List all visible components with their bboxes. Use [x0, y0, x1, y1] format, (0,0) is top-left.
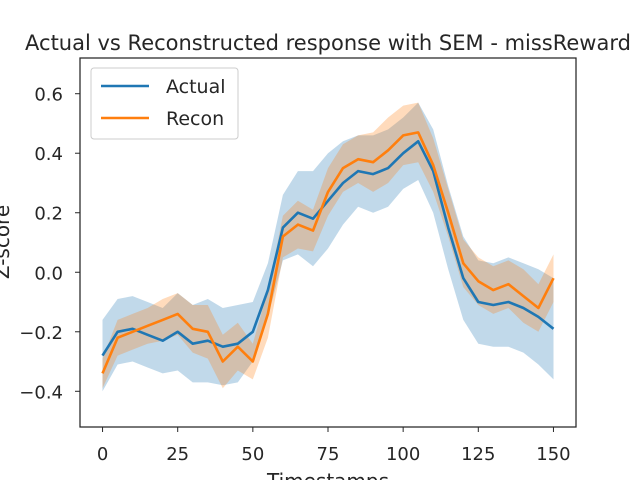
y-tick-label: 0.6	[34, 85, 63, 106]
x-tick-label: 150	[536, 444, 570, 465]
chart-title: Actual vs Reconstructed response with SE…	[25, 31, 631, 55]
y-tick-label: −0.4	[19, 382, 63, 403]
x-axis-label: Timestamps	[266, 469, 389, 480]
sem-band-recon	[102, 102, 554, 389]
y-axis-label: Z-score	[0, 205, 14, 279]
series-line-recon	[101, 131, 555, 374]
series-lines	[101, 131, 555, 374]
y-axis-ticks: −0.4 −0.2 0.0 0.2 0.4 0.6	[19, 85, 80, 403]
x-tick-label: 125	[461, 444, 495, 465]
x-tick-label: 50	[241, 444, 264, 465]
x-tick-label: 0	[97, 444, 108, 465]
legend-label-recon: Recon	[166, 108, 224, 130]
legend-label-actual: Actual	[166, 76, 226, 98]
y-tick-label: 0.4	[34, 144, 63, 165]
x-tick-label: 75	[317, 444, 340, 465]
sem-band-actual	[102, 102, 554, 392]
series-line-actual	[101, 140, 555, 357]
y-tick-label: 0.0	[34, 263, 63, 284]
y-tick-label: −0.2	[19, 323, 63, 344]
x-axis-ticks: 0 25 50 75 100 125 150	[97, 427, 571, 465]
y-tick-label: 0.2	[34, 204, 63, 225]
x-tick-label: 25	[166, 444, 189, 465]
legend: Actual Recon	[90, 67, 239, 140]
sem-bands	[102, 102, 554, 392]
x-tick-label: 100	[386, 444, 420, 465]
